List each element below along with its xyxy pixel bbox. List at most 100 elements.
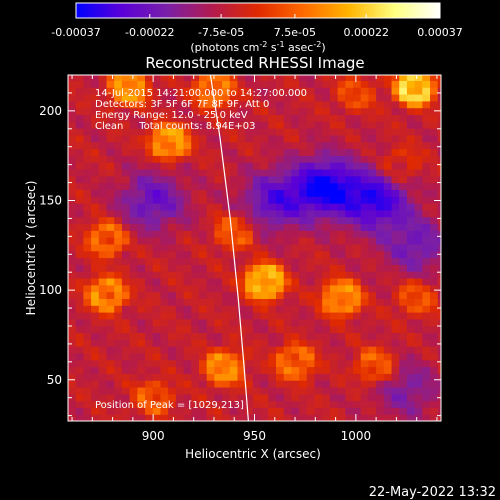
- heatmap-cell: [345, 237, 354, 245]
- heatmap-cell: [368, 107, 377, 116]
- heatmap-cell: [152, 230, 162, 238]
- heatmap-cell: [345, 209, 354, 218]
- heatmap-cell: [183, 100, 192, 109]
- heatmap-cell: [329, 352, 339, 361]
- heatmap-cell: [383, 318, 393, 327]
- heatmap-cell: [268, 155, 277, 163]
- heatmap-cell: [260, 339, 269, 347]
- heatmap-cell: [168, 100, 177, 109]
- heatmap-cell: [260, 162, 269, 170]
- x-tick-label: 900: [142, 429, 165, 443]
- heatmap-cell: [368, 277, 377, 286]
- heatmap-cell: [406, 298, 416, 306]
- heatmap-cell: [322, 189, 331, 197]
- heatmap-cell: [206, 87, 215, 95]
- heatmap-cell: [430, 373, 439, 381]
- heatmap-cell: [322, 325, 331, 334]
- heatmap-cell: [306, 271, 316, 279]
- heatmap-cell: [268, 100, 277, 109]
- heatmap-cell: [152, 318, 162, 327]
- heatmap-cell: [322, 175, 331, 184]
- heatmap-cell: [422, 87, 431, 95]
- heatmap-cell: [414, 134, 423, 143]
- heatmap-cell: [168, 182, 177, 190]
- heatmap-cell: [314, 141, 323, 150]
- heatmap-cell: [430, 332, 439, 340]
- heatmap-cell: [137, 325, 146, 334]
- heatmap-cell: [283, 339, 292, 347]
- heatmap-cell: [114, 168, 123, 177]
- heatmap-cell: [191, 121, 200, 129]
- heatmap-cell: [83, 128, 92, 136]
- heatmap-cell: [145, 414, 154, 421]
- heatmap-cell: [345, 80, 354, 88]
- heatmap-cell: [275, 196, 285, 204]
- heatmap-cell: [106, 175, 115, 184]
- heatmap-cell: [368, 87, 377, 95]
- heatmap-cell: [399, 386, 408, 395]
- heatmap-cell: [168, 216, 177, 225]
- heatmap-cell: [329, 162, 339, 170]
- heatmap-cell: [399, 155, 408, 163]
- heatmap-cell: [191, 175, 200, 184]
- heatmap-cell: [252, 87, 262, 95]
- heatmap-cell: [337, 168, 346, 177]
- heatmap-cell: [422, 114, 431, 122]
- heatmap-cell: [322, 298, 331, 306]
- heatmap-cell: [98, 332, 108, 340]
- heatmap-cell: [260, 216, 269, 225]
- heatmap-cell: [137, 216, 146, 225]
- heatmap-cell: [268, 121, 277, 129]
- heatmap-cell: [291, 339, 300, 347]
- heatmap-cell: [160, 230, 169, 238]
- heatmap-cell: [406, 107, 416, 116]
- heatmap-cell: [191, 87, 200, 95]
- heatmap-cell: [406, 196, 416, 204]
- heatmap-cell: [137, 271, 146, 279]
- heatmap-cell: [75, 223, 84, 231]
- heatmap-cell: [114, 393, 123, 402]
- heatmap-cell: [214, 237, 223, 245]
- heatmap-cell: [91, 134, 100, 143]
- heatmap-cell: [322, 312, 331, 320]
- heatmap-cell: [106, 305, 115, 313]
- heatmap-cell: [206, 216, 215, 225]
- heatmap-cell: [314, 373, 323, 381]
- heatmap-cell: [368, 414, 377, 421]
- heatmap-cell: [68, 209, 77, 218]
- heatmap-cell: [245, 162, 254, 170]
- heatmap-cell: [437, 100, 441, 109]
- heatmap-cell: [114, 386, 123, 395]
- heatmap-cell: [322, 128, 331, 136]
- annotation-energy-range: Energy Range: 12.0 - 25.0 keV: [95, 110, 248, 121]
- heatmap-cell: [114, 75, 123, 81]
- heatmap-cell: [168, 168, 177, 177]
- heatmap-cell: [98, 277, 108, 286]
- heatmap-cell: [98, 318, 108, 327]
- heatmap-cell: [83, 196, 92, 204]
- heatmap-cell: [314, 75, 323, 81]
- heatmap-cell: [168, 107, 177, 116]
- heatmap-cell: [399, 107, 408, 116]
- heatmap-cell: [206, 264, 215, 272]
- heatmap-cell: [106, 168, 115, 177]
- heatmap-cell: [406, 87, 416, 95]
- heatmap-cell: [345, 284, 354, 293]
- heatmap-cell: [214, 216, 223, 225]
- heatmap-cell: [299, 216, 308, 225]
- heatmap-cell: [353, 141, 362, 150]
- heatmap-cell: [406, 230, 416, 238]
- heatmap-cell: [275, 359, 285, 368]
- heatmap-cell: [322, 141, 331, 150]
- heatmap-cell: [291, 80, 300, 88]
- heatmap-cell: [245, 284, 254, 293]
- heatmap-cell: [198, 250, 208, 259]
- heatmap-cell: [206, 380, 215, 388]
- heatmap-cell: [83, 216, 92, 225]
- heatmap-cell: [75, 100, 84, 109]
- heatmap-cell: [214, 414, 223, 421]
- heatmap-cell: [75, 162, 84, 170]
- heatmap-cell: [214, 250, 223, 259]
- heatmap-cell: [306, 250, 316, 259]
